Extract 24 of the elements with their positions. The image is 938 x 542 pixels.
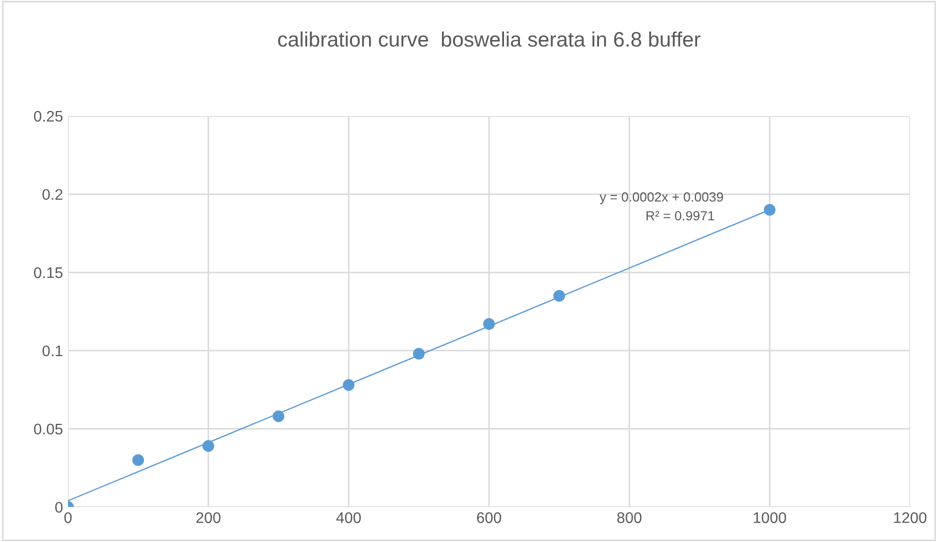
x-tick-label: 1000: [754, 512, 786, 524]
chart-title: calibration curve boswelia serata in 6.8 buffer: [278, 31, 700, 47]
y-tick-label: 0.2: [42, 189, 62, 200]
y-tick-label: 0.1: [42, 345, 62, 356]
y-tick-label: 0.05: [34, 424, 62, 434]
annotation: y = 0.0002x + 0.0039: [600, 192, 723, 204]
x-tick-label: 800: [617, 512, 642, 524]
x-tick-label: 0: [64, 512, 72, 524]
point: [764, 204, 776, 216]
point: [202, 440, 214, 452]
point: [272, 410, 284, 422]
annotation: R² = 0.9971: [646, 211, 714, 220]
y-tick-label: 0: [55, 502, 63, 513]
point: [132, 454, 144, 466]
point: [412, 348, 425, 360]
x-tick-label: 600: [477, 512, 502, 524]
y-tick-label: 0.15: [34, 267, 62, 278]
point: [553, 290, 566, 302]
point: [483, 318, 495, 330]
point: [342, 379, 355, 391]
x-tick-label: 200: [196, 512, 220, 524]
y-tick-label: 0.25: [34, 110, 62, 122]
x-tick-label: 1200: [894, 512, 926, 524]
x-tick-label: 400: [336, 512, 361, 524]
